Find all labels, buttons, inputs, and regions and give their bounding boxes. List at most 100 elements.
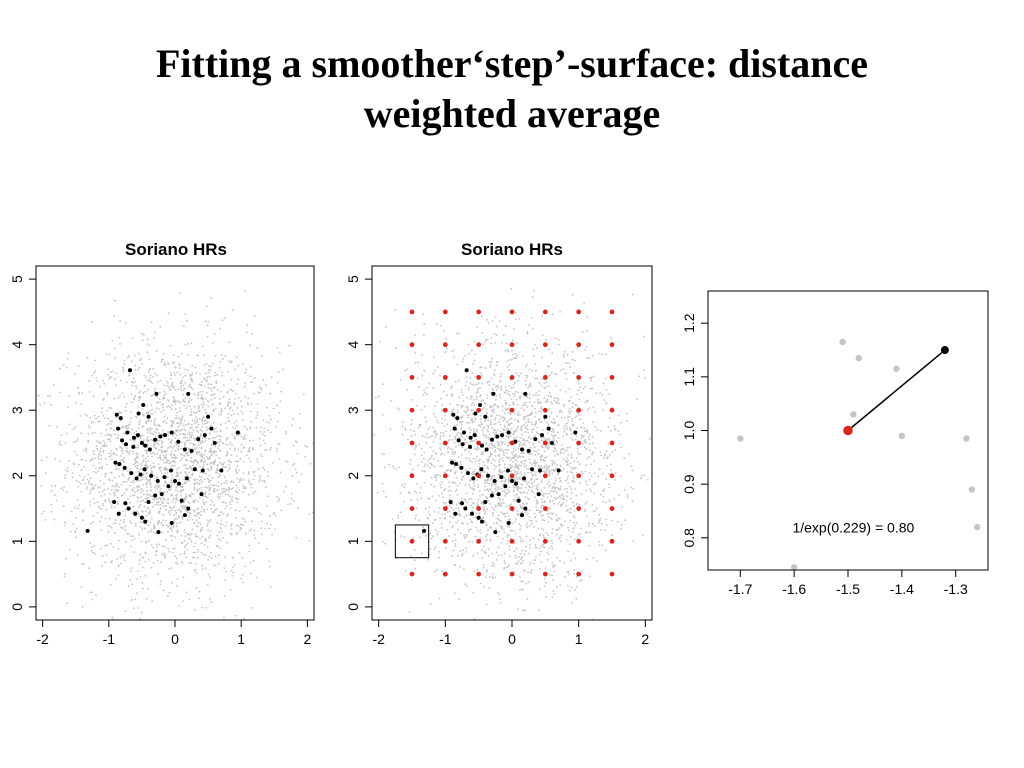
background-point xyxy=(500,554,503,557)
background-point xyxy=(80,403,83,406)
background-point xyxy=(532,327,534,330)
background-point xyxy=(189,375,191,377)
background-point xyxy=(499,380,501,383)
background-point xyxy=(574,524,577,527)
background-point xyxy=(229,495,232,498)
background-point xyxy=(113,522,115,525)
background-point xyxy=(516,419,519,422)
background-point xyxy=(527,485,530,488)
background-point xyxy=(574,416,577,419)
background-point xyxy=(569,427,571,429)
background-point xyxy=(459,416,462,419)
background-point xyxy=(415,514,417,517)
background-point xyxy=(556,467,558,470)
background-point xyxy=(566,478,569,480)
background-point xyxy=(222,463,225,466)
background-point xyxy=(197,452,200,454)
background-point xyxy=(221,501,224,504)
background-point xyxy=(544,441,547,444)
background-point xyxy=(576,427,578,429)
background-point xyxy=(203,502,206,505)
background-point xyxy=(217,493,220,496)
background-point xyxy=(534,516,537,518)
background-point xyxy=(539,510,542,512)
background-point xyxy=(522,418,525,421)
background-point xyxy=(187,439,189,442)
highlight-point xyxy=(131,444,136,449)
background-point xyxy=(454,472,457,475)
background-point xyxy=(162,519,164,522)
background-point xyxy=(163,390,166,393)
background-point xyxy=(59,367,61,370)
background-point xyxy=(174,417,177,420)
background-point xyxy=(184,381,187,384)
background-point xyxy=(519,455,522,458)
background-point xyxy=(605,549,607,552)
background-point xyxy=(433,413,435,415)
background-point xyxy=(497,591,499,594)
background-point xyxy=(91,598,94,601)
background-point xyxy=(179,553,182,556)
background-point xyxy=(214,460,217,463)
background-point xyxy=(167,386,170,389)
background-point xyxy=(102,449,105,452)
background-point xyxy=(493,418,496,421)
background-point xyxy=(540,405,543,408)
background-point xyxy=(146,379,149,382)
background-point xyxy=(430,476,433,479)
background-point xyxy=(179,429,182,432)
background-point xyxy=(524,426,527,428)
background-point xyxy=(213,511,215,514)
background-point xyxy=(606,524,608,526)
background-point xyxy=(194,535,197,538)
background-point xyxy=(258,511,260,514)
background-point xyxy=(481,517,484,519)
background-point xyxy=(173,454,176,456)
background-point xyxy=(132,381,135,384)
background-point xyxy=(538,534,541,537)
background-point xyxy=(138,366,141,369)
background-point xyxy=(178,605,181,607)
background-point xyxy=(218,538,221,540)
background-point xyxy=(480,420,482,423)
background-point xyxy=(208,493,211,495)
background-point xyxy=(583,427,586,430)
background-point xyxy=(184,401,186,403)
background-point xyxy=(446,448,449,450)
background-point xyxy=(98,491,100,494)
background-point xyxy=(168,550,171,553)
background-point xyxy=(538,609,540,612)
background-point xyxy=(501,474,504,477)
background-point xyxy=(550,539,553,542)
background-point xyxy=(486,533,488,536)
background-point xyxy=(504,401,507,404)
background-point xyxy=(82,478,85,481)
background-point xyxy=(166,431,169,433)
background-point xyxy=(482,545,485,548)
background-point xyxy=(505,403,507,406)
background-point xyxy=(468,352,471,355)
background-point xyxy=(554,448,556,450)
background-point xyxy=(181,423,184,425)
background-point xyxy=(565,495,568,497)
background-point xyxy=(541,334,544,336)
background-point xyxy=(213,487,216,490)
background-point xyxy=(206,421,209,424)
background-point xyxy=(293,499,295,502)
background-point xyxy=(575,457,578,459)
background-point xyxy=(101,444,104,447)
background-point xyxy=(543,474,546,477)
background-point xyxy=(548,465,551,468)
background-point xyxy=(509,504,511,506)
background-point xyxy=(253,474,256,477)
background-point xyxy=(145,497,147,500)
background-point xyxy=(187,422,190,425)
background-point xyxy=(527,418,530,421)
background-point xyxy=(75,440,78,443)
background-point xyxy=(490,342,493,345)
background-point xyxy=(565,378,568,381)
background-point xyxy=(134,522,137,525)
background-point xyxy=(185,407,188,410)
background-point xyxy=(509,423,511,426)
highlight-point xyxy=(176,439,181,444)
